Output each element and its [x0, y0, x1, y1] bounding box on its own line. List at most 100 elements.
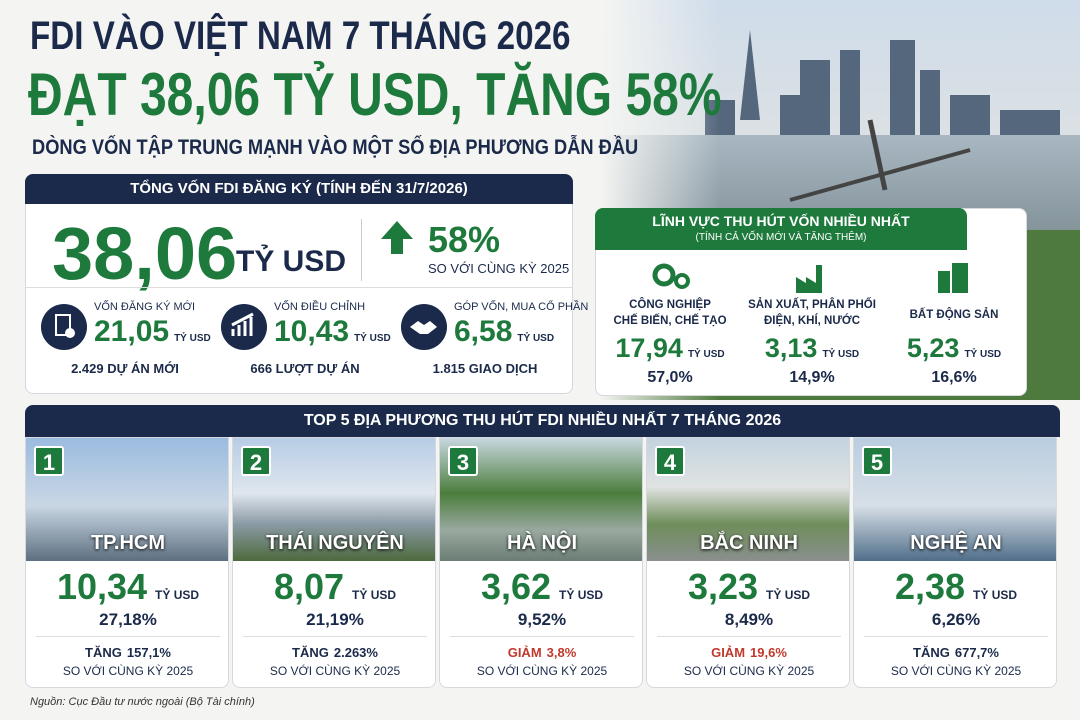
sector-value-row: 5,23 TỶ USD — [884, 333, 1024, 364]
sub-item: GÓP VỐN, MUA CỔ PHẦN 6,58 TỶ USD 1.815 GIAO… — [396, 293, 588, 389]
rank-badge: 1 — [34, 446, 64, 476]
sector-unit: TỶ USD — [964, 349, 1002, 360]
region-share: 27,18% — [99, 610, 157, 629]
sub-value-row: 21,05 TỶ USD — [94, 315, 211, 349]
divider — [450, 636, 634, 637]
region-unit: TỶ USD — [973, 588, 1018, 602]
sector-item: CÔNG NGHIỆP CHẾ BIẾN, CHẾ TẠO 17,94 TỶ USD 5… — [600, 253, 740, 393]
top5-title: TOP 5 ĐỊA PHƯƠNG THU HÚT FDI NHIỀU NHẤT … — [25, 405, 1060, 437]
region-change: TĂNG 157,1% — [26, 645, 228, 660]
divider — [864, 636, 1048, 637]
change-value: 2.263% — [333, 645, 378, 660]
region-share: 21,19% — [306, 610, 364, 629]
region-card: 2 THÁI NGUYÊN 8,07 TỶ USD 21,19% TĂNG 2.263% SO… — [232, 437, 436, 688]
sector-value: 3,13 — [764, 333, 818, 363]
sub-note: 666 LƯỢT DỰ ÁN — [250, 361, 360, 376]
sector-unit: TỶ USD — [687, 349, 725, 360]
region-unit: TỶ USD — [352, 588, 397, 602]
icon — [41, 304, 87, 350]
region-change: GIẢM 19,6% — [647, 645, 849, 660]
subtitle: DÒNG VỐN TẬP TRUNG MẠNH VÀO MỘT SỐ ĐỊA P… — [32, 136, 639, 159]
sectors-panel: LĨNH VỰC THU HÚT VỐN NHIỀU NHẤT (TÍNH CẢ… — [595, 208, 1027, 396]
sector-share: 16,6% — [931, 369, 977, 386]
total-title: TỔNG VỐN FDI ĐĂNG KÝ (TÍNH ĐẾN 31/7/2026… — [25, 174, 573, 204]
region-share: 9,52% — [517, 610, 567, 629]
region-value: 8,07 — [273, 566, 345, 607]
divider — [657, 636, 841, 637]
sector-label: BẤT ĐỘNG SẢN — [884, 307, 1024, 323]
change-label: TĂNG — [292, 645, 329, 660]
change-value: 157,1% — [126, 645, 171, 660]
region-change: TĂNG 2.263% — [233, 645, 435, 660]
region-name: TP.HCM — [90, 532, 166, 554]
divider — [36, 636, 220, 637]
region-name: BẮC NINH — [700, 532, 798, 554]
sector-share: 57,0% — [647, 369, 693, 386]
sector-item: SẢN XUẤT, PHÂN PHỐI ĐIỆN, KHÍ, NƯỚC 3,13 TỶ… — [742, 253, 882, 393]
region-value-row: 2,38 TỶ USD — [854, 566, 1056, 608]
change-value: 3,8% — [546, 645, 577, 660]
region-value: 3,62 — [480, 566, 552, 607]
region-unit: TỶ USD — [559, 588, 604, 602]
change-value: 19,6% — [750, 645, 787, 660]
sub-item: VỐN ĐĂNG KÝ MỚI 21,05 TỶ USD 2.429 DỰ ÁN MỚ… — [36, 293, 214, 389]
title: FDI VÀO VIỆT NAM 7 THÁNG 2026 — [30, 14, 571, 58]
region-value-row: 8,07 TỶ USD — [233, 566, 435, 608]
sector-icon — [796, 265, 822, 293]
sector-value-row: 3,13 TỶ USD — [742, 333, 882, 364]
sector-label-line: CÔNG NGHIỆP — [629, 299, 711, 311]
icon — [221, 304, 267, 350]
sectors-header: LĨNH VỰC THU HÚT VỐN NHIỀU NHẤT (TÍNH CẢ… — [595, 208, 967, 250]
region-name: THÁI NGUYÊN — [266, 532, 404, 554]
region-value-row: 3,23 TỶ USD — [647, 566, 849, 608]
sector-label-line: SẢN XUẤT, PHÂN PHỐI — [748, 299, 876, 311]
region-card: 3 HÀ NỘI 3,62 TỶ USD 9,52% GIẢM 3,8% SO VỚI CÙN… — [439, 437, 643, 688]
sub-unit: TỶ USD — [517, 333, 555, 344]
sector-value-row: 17,94 TỶ USD — [600, 333, 740, 364]
change-label: GIẢM — [507, 645, 542, 660]
sub-label: VỐN ĐIỀU CHỈNH — [274, 301, 366, 313]
region-share: 6,26% — [931, 610, 981, 629]
up-arrow — [381, 221, 413, 254]
sub-value-row: 10,43 TỶ USD — [274, 315, 391, 349]
change-label: GIẢM — [711, 645, 746, 660]
sector-value: 5,23 — [906, 333, 960, 363]
rank-badge: 3 — [448, 446, 478, 476]
region-value: 2,38 — [894, 566, 966, 607]
total-panel: TỔNG VỐN FDI ĐĂNG KÝ (TÍNH ĐẾN 31/7/2026… — [25, 174, 588, 394]
rank-badge: 4 — [655, 446, 685, 476]
sectors-title: LĨNH VỰC THU HÚT VỐN NHIỀU NHẤT — [652, 213, 910, 229]
sub-note: 1.815 GIAO DỊCH — [432, 361, 538, 376]
sector-label-line: CHẾ BIẾN, CHẾ TẠO — [613, 315, 727, 327]
divider — [26, 287, 572, 288]
region-note: SO VỚI CÙNG KỲ 2025 — [476, 664, 608, 678]
sectors-subtitle: (TÍNH CẢ VỐN MỚI VÀ TĂNG THÊM) — [695, 232, 867, 243]
divider — [361, 219, 362, 281]
sector-value: 17,94 — [615, 333, 683, 363]
region-value-row: 3,62 TỶ USD — [440, 566, 642, 608]
region-value-row: 10,34 TỶ USD — [26, 566, 228, 608]
sector-share: 14,9% — [789, 369, 835, 386]
region-unit: TỶ USD — [155, 588, 200, 602]
region-change: TĂNG 677,7% — [854, 645, 1056, 660]
region-note: SO VỚI CÙNG KỲ 2025 — [890, 664, 1022, 678]
sub-label: GÓP VỐN, MUA CỔ PHẦN — [454, 301, 589, 313]
region-unit: TỶ USD — [766, 588, 811, 602]
region-note: SO VỚI CÙNG KỲ 2025 — [62, 664, 194, 678]
region-card: 5 NGHỆ AN 2,38 TỶ USD 6,26% TĂNG 677,7% SO VỚI … — [853, 437, 1057, 688]
region-card: 4 BẮC NINH 3,23 TỶ USD 8,49% GIẢM 19,6% SO VỚI … — [646, 437, 850, 688]
change-label: TĂNG — [85, 645, 122, 660]
sector-label: SẢN XUẤT, PHÂN PHỐI ĐIỆN, KHÍ, NƯỚC — [742, 297, 882, 329]
region-name: NGHỆ AN — [910, 532, 1002, 554]
sub-value-row: 6,58 TỶ USD — [454, 315, 554, 349]
source: Nguồn: Cục Đầu tư nước ngoài (Bộ Tài chí… — [30, 696, 255, 708]
sector-icon — [652, 263, 690, 289]
region-name: HÀ NỘI — [507, 532, 577, 554]
change-value: 677,7% — [954, 645, 999, 660]
region-value: 10,34 — [56, 566, 148, 607]
sector-label-line: BẤT ĐỘNG SẢN — [909, 309, 999, 321]
growth: 58% — [428, 219, 501, 260]
growth-note: SO VỚI CÙNG KỲ 2025 — [428, 261, 570, 276]
region-value: 3,23 — [687, 566, 759, 607]
